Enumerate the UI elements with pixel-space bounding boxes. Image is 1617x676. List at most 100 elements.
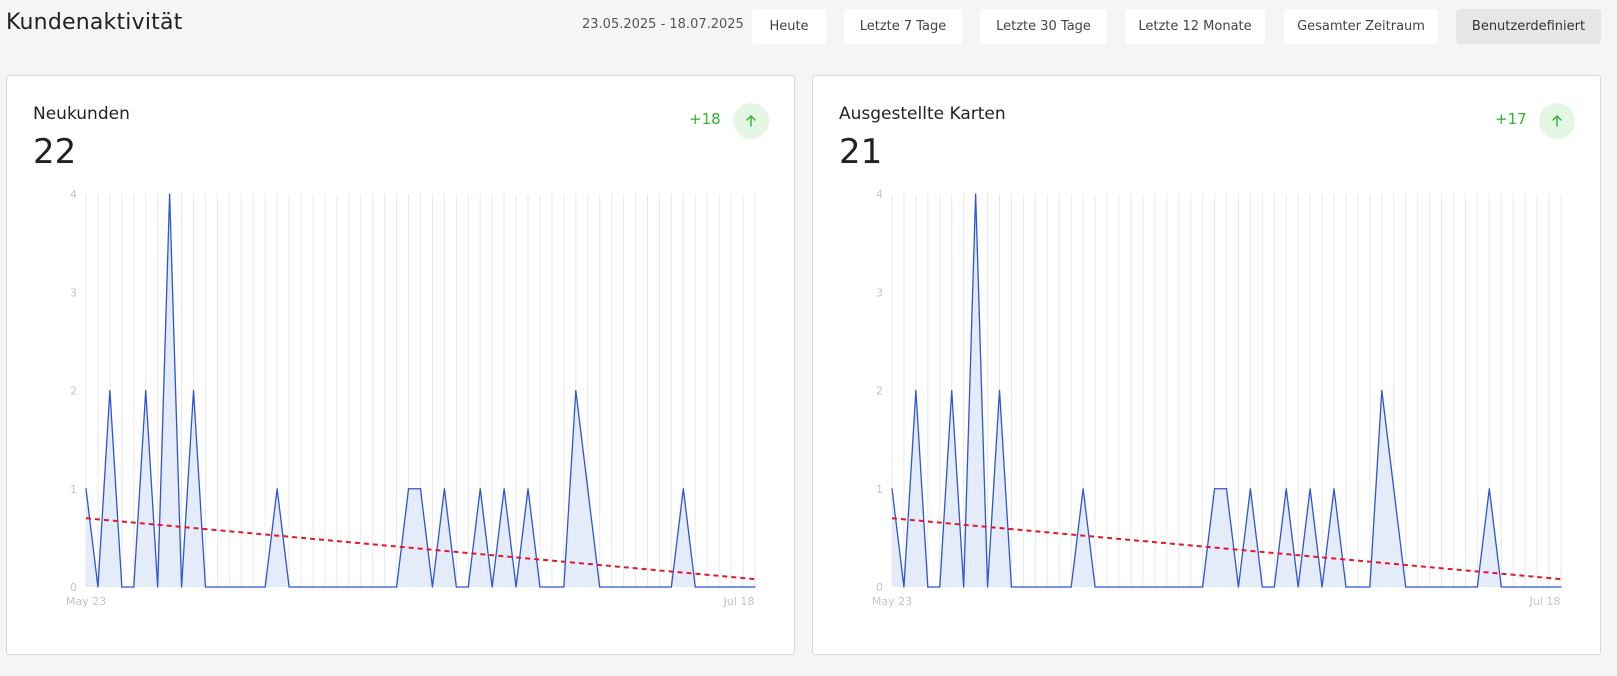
y-tick-label: 4 xyxy=(876,188,883,201)
y-tick-label: 3 xyxy=(876,286,883,299)
filter-button-today[interactable]: Heute xyxy=(752,9,826,44)
data-point xyxy=(622,586,625,588)
filter-button-last-30-days[interactable]: Letzte 30 Tage xyxy=(980,9,1107,44)
data-point xyxy=(1333,488,1335,490)
data-point xyxy=(455,586,457,588)
data-point xyxy=(1345,586,1347,588)
data-point xyxy=(694,586,696,588)
data-point xyxy=(1536,586,1538,588)
data-point xyxy=(646,586,649,588)
issued-cards-card: Ausgestellte Karten 21 +17 0 1 2 3 4 May 23 Ju… xyxy=(812,75,1601,655)
data-point xyxy=(1548,586,1550,588)
data-point xyxy=(1440,586,1443,588)
data-point xyxy=(706,586,708,588)
data-point xyxy=(551,586,553,588)
data-point xyxy=(611,586,613,588)
trend-line xyxy=(85,517,756,581)
trend-line xyxy=(891,517,1562,581)
data-point xyxy=(1166,586,1168,588)
data-point xyxy=(1488,488,1490,490)
data-point xyxy=(658,586,661,588)
data-point xyxy=(730,586,732,588)
data-point xyxy=(682,488,684,490)
data-point xyxy=(563,586,565,588)
data-point xyxy=(240,586,242,588)
filter-button-last-12-months[interactable]: Letzte 12 Monate xyxy=(1125,9,1265,44)
data-point xyxy=(443,488,445,490)
data-point xyxy=(1190,586,1192,588)
data-point xyxy=(431,586,434,588)
data-point xyxy=(204,586,207,588)
data-point xyxy=(1225,488,1228,490)
date-range-label: 23.05.2025 - 18.07.2025 xyxy=(582,17,744,32)
data-point xyxy=(1500,586,1502,588)
data-point xyxy=(1524,586,1526,588)
data-point xyxy=(1046,586,1048,588)
trend-badge xyxy=(733,103,769,139)
y-tick-label: 0 xyxy=(876,581,883,594)
y-tick-label: 3 xyxy=(70,286,77,299)
data-point xyxy=(742,586,744,588)
trend-badge xyxy=(1539,103,1575,139)
data-point xyxy=(1417,586,1419,588)
data-point xyxy=(252,586,254,588)
data-point xyxy=(1142,586,1144,588)
data-point xyxy=(419,488,422,490)
data-point xyxy=(109,389,111,392)
data-point xyxy=(1393,488,1395,490)
data-point xyxy=(503,488,505,490)
data-point xyxy=(1118,586,1120,588)
card-title: Neukunden xyxy=(33,104,130,124)
data-point xyxy=(1357,586,1359,588)
data-point xyxy=(891,488,893,490)
data-point xyxy=(85,488,87,490)
data-point xyxy=(599,586,601,588)
data-point xyxy=(1369,586,1371,588)
data-point xyxy=(1237,586,1240,588)
data-point xyxy=(97,586,99,588)
y-tick-label: 4 xyxy=(70,188,77,201)
data-point xyxy=(121,586,123,588)
filter-button-all-time[interactable]: Gesamter Zeitraum xyxy=(1284,9,1438,44)
data-point xyxy=(915,389,917,392)
data-point xyxy=(336,586,338,588)
delta-value: +17 xyxy=(1495,110,1527,128)
data-point xyxy=(1070,586,1072,588)
data-point xyxy=(1321,586,1323,588)
data-point xyxy=(1476,586,1478,588)
data-point xyxy=(951,389,953,392)
page-title: Kundenaktivität xyxy=(6,10,183,35)
data-point xyxy=(348,586,350,588)
data-point xyxy=(1106,586,1108,588)
data-point xyxy=(1249,488,1251,490)
filter-button-last-7-days[interactable]: Letzte 7 Tage xyxy=(844,9,962,44)
data-point xyxy=(1022,586,1025,588)
data-point xyxy=(1261,586,1263,588)
data-point xyxy=(718,586,720,588)
data-point xyxy=(986,586,989,588)
area-chart: 0 1 2 3 4 May 23 Jul 18 xyxy=(872,188,1562,608)
data-point xyxy=(903,586,905,588)
data-point xyxy=(587,488,589,490)
data-point xyxy=(396,586,398,588)
data-point xyxy=(360,586,362,588)
new-customers-card: Neukunden 22 +18 0 1 2 3 4 May 23 Jul 18 xyxy=(6,75,795,655)
data-point xyxy=(1213,488,1216,490)
area-chart: 0 1 2 3 4 May 23 Jul 18 xyxy=(66,188,756,608)
data-point xyxy=(1082,488,1084,490)
data-point xyxy=(467,586,469,588)
data-point xyxy=(998,389,1001,392)
data-point xyxy=(1297,586,1299,588)
data-point xyxy=(634,586,637,588)
data-point xyxy=(312,586,314,588)
card-value: 22 xyxy=(33,132,77,172)
data-point xyxy=(539,586,541,588)
filter-button-custom[interactable]: Benutzerdefiniert xyxy=(1456,9,1601,44)
data-point xyxy=(133,586,135,588)
data-point xyxy=(169,193,171,195)
data-point xyxy=(515,586,517,588)
data-point xyxy=(324,586,326,588)
data-point xyxy=(927,586,929,588)
data-point xyxy=(491,586,493,588)
data-point xyxy=(1309,488,1311,490)
